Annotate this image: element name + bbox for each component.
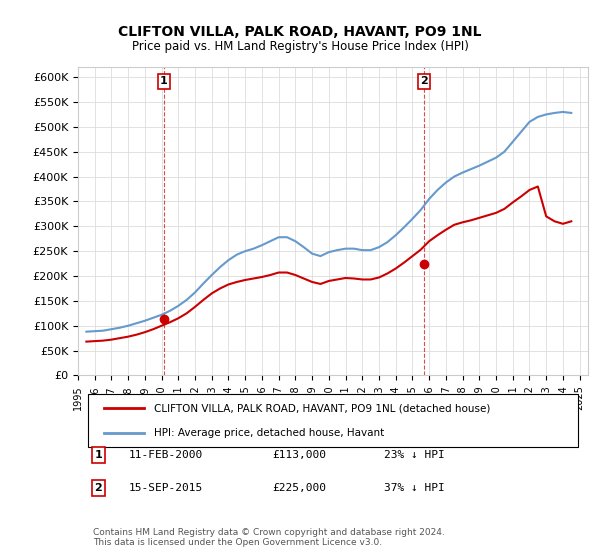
Text: £225,000: £225,000 <box>272 483 326 493</box>
Text: 15-SEP-2015: 15-SEP-2015 <box>129 483 203 493</box>
Text: 23% ↓ HPI: 23% ↓ HPI <box>384 450 445 460</box>
Text: 1: 1 <box>95 450 102 460</box>
Text: HPI: Average price, detached house, Havant: HPI: Average price, detached house, Hava… <box>155 428 385 437</box>
Text: 11-FEB-2000: 11-FEB-2000 <box>129 450 203 460</box>
Text: 2: 2 <box>95 483 102 493</box>
Text: Price paid vs. HM Land Registry's House Price Index (HPI): Price paid vs. HM Land Registry's House … <box>131 40 469 53</box>
Text: CLIFTON VILLA, PALK ROAD, HAVANT, PO9 1NL (detached house): CLIFTON VILLA, PALK ROAD, HAVANT, PO9 1N… <box>155 403 491 413</box>
Text: £113,000: £113,000 <box>272 450 326 460</box>
Text: 37% ↓ HPI: 37% ↓ HPI <box>384 483 445 493</box>
Text: CLIFTON VILLA, PALK ROAD, HAVANT, PO9 1NL: CLIFTON VILLA, PALK ROAD, HAVANT, PO9 1N… <box>118 25 482 39</box>
FancyBboxPatch shape <box>88 394 578 446</box>
Text: 1: 1 <box>160 77 167 86</box>
Text: Contains HM Land Registry data © Crown copyright and database right 2024.
This d: Contains HM Land Registry data © Crown c… <box>94 528 445 547</box>
Text: 2: 2 <box>421 77 428 86</box>
